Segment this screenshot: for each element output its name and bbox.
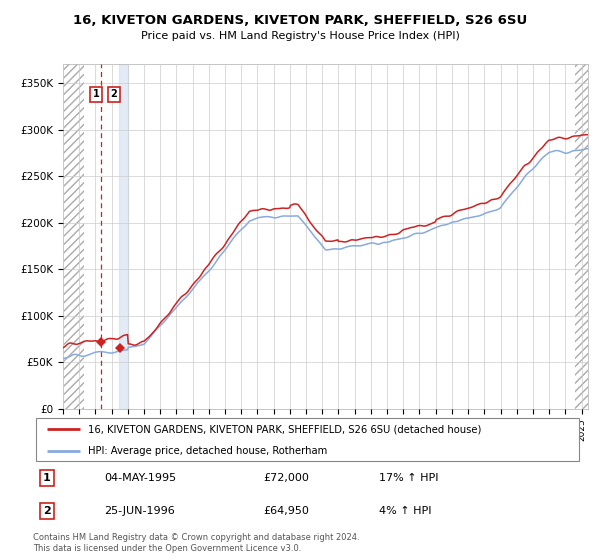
Bar	[119, 64, 128, 409]
Text: 1: 1	[43, 473, 50, 483]
Text: 16, KIVETON GARDENS, KIVETON PARK, SHEFFIELD, S26 6SU (detached house): 16, KIVETON GARDENS, KIVETON PARK, SHEFF…	[88, 424, 481, 435]
Text: 25-JUN-1996: 25-JUN-1996	[104, 506, 175, 516]
Text: £64,950: £64,950	[263, 506, 310, 516]
Text: 4% ↑ HPI: 4% ↑ HPI	[379, 506, 431, 516]
Text: Price paid vs. HM Land Registry's House Price Index (HPI): Price paid vs. HM Land Registry's House …	[140, 31, 460, 41]
Bar	[575, 64, 598, 409]
Text: Contains HM Land Registry data © Crown copyright and database right 2024.
This d: Contains HM Land Registry data © Crown c…	[33, 533, 359, 553]
Text: 16, KIVETON GARDENS, KIVETON PARK, SHEFFIELD, S26 6SU: 16, KIVETON GARDENS, KIVETON PARK, SHEFF…	[73, 14, 527, 27]
Text: 2: 2	[43, 506, 50, 516]
Bar	[63, 64, 84, 409]
FancyBboxPatch shape	[36, 418, 579, 461]
Text: 04-MAY-1995: 04-MAY-1995	[104, 473, 176, 483]
Text: 17% ↑ HPI: 17% ↑ HPI	[379, 473, 439, 483]
Text: HPI: Average price, detached house, Rotherham: HPI: Average price, detached house, Roth…	[88, 446, 327, 456]
Text: 1: 1	[93, 89, 100, 99]
Text: £72,000: £72,000	[263, 473, 310, 483]
Text: 2: 2	[110, 89, 118, 99]
